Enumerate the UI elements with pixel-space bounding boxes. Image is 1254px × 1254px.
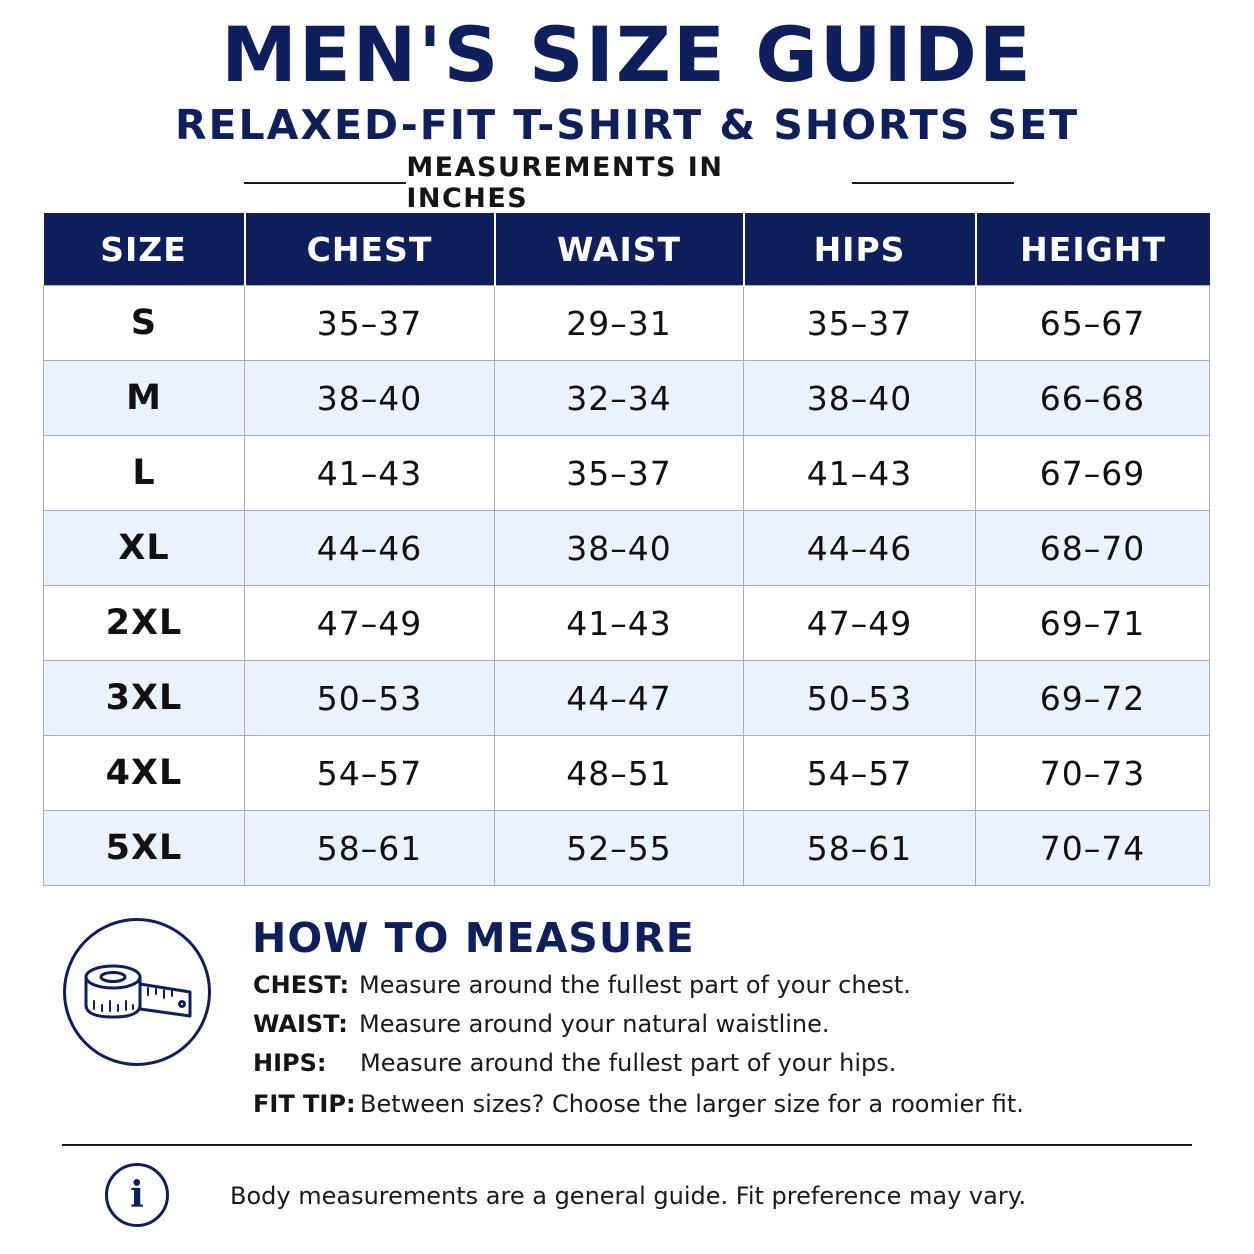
- waist-cell: 35–37: [494, 435, 744, 511]
- waist-cell: 32–34: [494, 360, 744, 436]
- measure-text: Measure around your natural waistline.: [359, 1010, 830, 1038]
- col-header-chest: CHEST: [243, 213, 495, 286]
- page-title: MEN'S SIZE GUIDE: [221, 10, 1033, 99]
- table-row: 3XL 50–53 44–47 50–53 69–72: [43, 660, 1210, 736]
- size-cell: S: [43, 285, 245, 361]
- chest-cell: 38–40: [244, 360, 495, 436]
- measure-text: Measure around the fullest part of your …: [359, 971, 911, 999]
- size-cell: M: [43, 360, 245, 436]
- info-icon: i: [105, 1163, 169, 1227]
- chest-cell: 47–49: [244, 585, 495, 661]
- chest-cell: 58–61: [244, 810, 495, 886]
- table-row: 2XL 47–49 41–43 47–49 69–71: [43, 585, 1210, 661]
- measure-label: WAIST:: [253, 1010, 348, 1038]
- size-cell: 5XL: [43, 810, 245, 886]
- units-right-rule: [851, 182, 1014, 184]
- height-cell: 69–71: [975, 585, 1210, 661]
- units-caption: MEASUREMENTS IN INCHES: [244, 152, 1014, 214]
- chest-cell: 44–46: [244, 510, 495, 586]
- hips-cell: 47–49: [743, 585, 976, 661]
- measure-text: Measure around the fullest part of your …: [360, 1049, 897, 1077]
- measure-item-hips: HIPS: Measure around the fullest part of …: [253, 1048, 896, 1078]
- hips-cell: 54–57: [743, 735, 976, 811]
- table-row: 5XL 58–61 52–55 58–61 70–74: [43, 810, 1210, 886]
- size-cell: 3XL: [43, 660, 245, 736]
- waist-cell: 41–43: [494, 585, 744, 661]
- height-cell: 67–69: [975, 435, 1210, 511]
- hips-cell: 38–40: [743, 360, 976, 436]
- chest-cell: 50–53: [244, 660, 495, 736]
- table-row: M 38–40 32–34 38–40 66–68: [43, 360, 1210, 436]
- hips-cell: 58–61: [743, 810, 976, 886]
- units-left-rule: [244, 182, 407, 184]
- col-header-height: HEIGHT: [974, 213, 1210, 286]
- measure-label: FIT TIP:: [253, 1090, 356, 1118]
- waist-cell: 38–40: [494, 510, 744, 586]
- hips-cell: 50–53: [743, 660, 976, 736]
- chest-cell: 54–57: [244, 735, 495, 811]
- col-header-size: SIZE: [43, 213, 245, 286]
- height-cell: 66–68: [975, 360, 1210, 436]
- hips-cell: 41–43: [743, 435, 976, 511]
- table-row: S 35–37 29–31 35–37 65–67: [43, 285, 1210, 361]
- col-header-waist: WAIST: [493, 213, 744, 286]
- chest-cell: 41–43: [244, 435, 495, 511]
- chest-cell: 35–37: [244, 285, 495, 361]
- waist-cell: 29–31: [494, 285, 744, 361]
- measure-item-chest: CHEST: Measure around the fullest part of…: [253, 970, 911, 1000]
- measure-item-waist: WAIST: Measure around your natural waistl…: [253, 1009, 830, 1039]
- table-row: XL 44–46 38–40 44–46 68–70: [43, 510, 1210, 586]
- footnote: Body measurements are a general guide. F…: [230, 1182, 1027, 1210]
- waist-cell: 48–51: [494, 735, 744, 811]
- measure-text: Between sizes? Choose the larger size fo…: [360, 1090, 1024, 1118]
- section-divider: [62, 1144, 1192, 1146]
- table-header-row: SIZE CHEST WAIST HIPS HEIGHT: [43, 213, 1210, 286]
- height-cell: 69–72: [975, 660, 1210, 736]
- units-text: MEASUREMENTS IN INCHES: [406, 152, 724, 214]
- col-header-hips: HIPS: [742, 213, 976, 286]
- size-cell: 2XL: [43, 585, 245, 661]
- height-cell: 65–67: [975, 285, 1210, 361]
- measure-item-fit-tip: FIT TIP: Between sizes? Choose the larger…: [253, 1089, 1024, 1119]
- size-cell: L: [43, 435, 245, 511]
- height-cell: 70–73: [975, 735, 1210, 811]
- waist-cell: 44–47: [494, 660, 744, 736]
- measuring-tape-icon: [63, 918, 211, 1066]
- hips-cell: 44–46: [743, 510, 976, 586]
- measure-label: HIPS:: [253, 1049, 327, 1077]
- height-cell: 68–70: [975, 510, 1210, 586]
- measure-label: CHEST:: [253, 971, 350, 999]
- table-row: 4XL 54–57 48–51 54–57 70–73: [43, 735, 1210, 811]
- size-table: SIZE CHEST WAIST HIPS HEIGHT S 35–37 29–…: [43, 213, 1210, 886]
- waist-cell: 52–55: [494, 810, 744, 886]
- size-cell: XL: [43, 510, 245, 586]
- page-subtitle: RELAXED-FIT T-SHIRT & SHORTS SET: [174, 101, 1080, 149]
- table-row: L 41–43 35–37 41–43 67–69: [43, 435, 1210, 511]
- size-cell: 4XL: [43, 735, 245, 811]
- hips-cell: 35–37: [743, 285, 976, 361]
- how-to-measure-title: HOW TO MEASURE: [252, 914, 695, 962]
- height-cell: 70–74: [975, 810, 1210, 886]
